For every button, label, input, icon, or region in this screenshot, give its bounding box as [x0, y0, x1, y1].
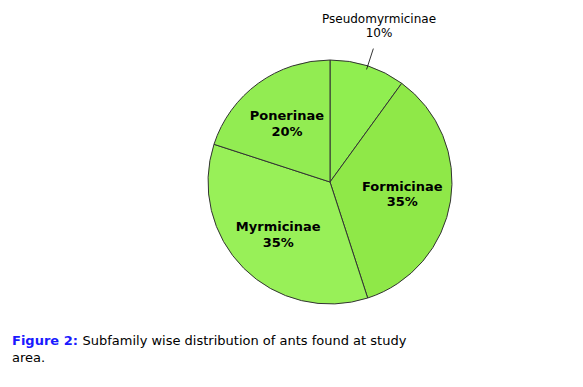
- pie-slice: [214, 60, 330, 182]
- value-label: 35%: [263, 235, 294, 250]
- caption-line: area.: [12, 350, 45, 365]
- value-label: 10%: [366, 26, 393, 40]
- caption: Figure 2: Subfamily wise distribution of …: [12, 333, 407, 365]
- chart: Pseudomyrmicinae10%Formicinae35%Myrmicin…: [0, 0, 583, 387]
- slice-label: Myrmicinae35%: [236, 219, 321, 250]
- slice-label: Formicinae35%: [362, 179, 443, 210]
- value-label: 35%: [387, 194, 418, 209]
- caption-text: Subfamily wise distribution of ants foun…: [12, 333, 407, 365]
- slices: [208, 60, 452, 304]
- chart-container: Pseudomyrmicinae10%Formicinae35%Myrmicin…: [0, 0, 583, 387]
- value-label: 20%: [271, 124, 302, 139]
- category-label: Formicinae: [362, 179, 443, 194]
- leader-line: [367, 49, 374, 70]
- caption-line: Subfamily wise distribution of ants foun…: [82, 333, 406, 348]
- caption-title: Figure 2:: [12, 333, 78, 348]
- slice-label: Pseudomyrmicinae10%: [322, 12, 436, 40]
- data-labels: Pseudomyrmicinae10%Formicinae35%Myrmicin…: [236, 12, 443, 250]
- category-label: Pseudomyrmicinae: [322, 12, 436, 26]
- category-label: Ponerinae: [250, 108, 324, 123]
- category-label: Myrmicinae: [236, 219, 321, 234]
- slice-label: Ponerinae20%: [250, 108, 324, 139]
